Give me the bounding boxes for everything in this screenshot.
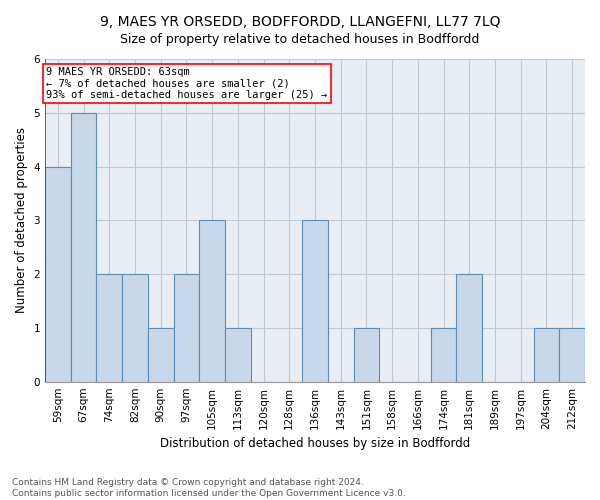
Bar xyxy=(97,274,122,382)
Bar xyxy=(71,113,97,382)
Bar xyxy=(533,328,559,382)
Bar xyxy=(353,328,379,382)
Bar xyxy=(225,328,251,382)
Bar xyxy=(122,274,148,382)
Bar xyxy=(199,220,225,382)
Bar xyxy=(431,328,457,382)
Bar xyxy=(173,274,199,382)
Bar xyxy=(457,274,482,382)
Bar xyxy=(148,328,173,382)
Text: Size of property relative to detached houses in Bodffordd: Size of property relative to detached ho… xyxy=(121,32,479,46)
Bar xyxy=(45,166,71,382)
Bar xyxy=(559,328,585,382)
Y-axis label: Number of detached properties: Number of detached properties xyxy=(15,128,28,314)
Text: Contains HM Land Registry data © Crown copyright and database right 2024.
Contai: Contains HM Land Registry data © Crown c… xyxy=(12,478,406,498)
Bar xyxy=(302,220,328,382)
Text: 9, MAES YR ORSEDD, BODFFORDD, LLANGEFNI, LL77 7LQ: 9, MAES YR ORSEDD, BODFFORDD, LLANGEFNI,… xyxy=(100,15,500,29)
X-axis label: Distribution of detached houses by size in Bodffordd: Distribution of detached houses by size … xyxy=(160,437,470,450)
Text: 9 MAES YR ORSEDD: 63sqm
← 7% of detached houses are smaller (2)
93% of semi-deta: 9 MAES YR ORSEDD: 63sqm ← 7% of detached… xyxy=(46,67,328,100)
